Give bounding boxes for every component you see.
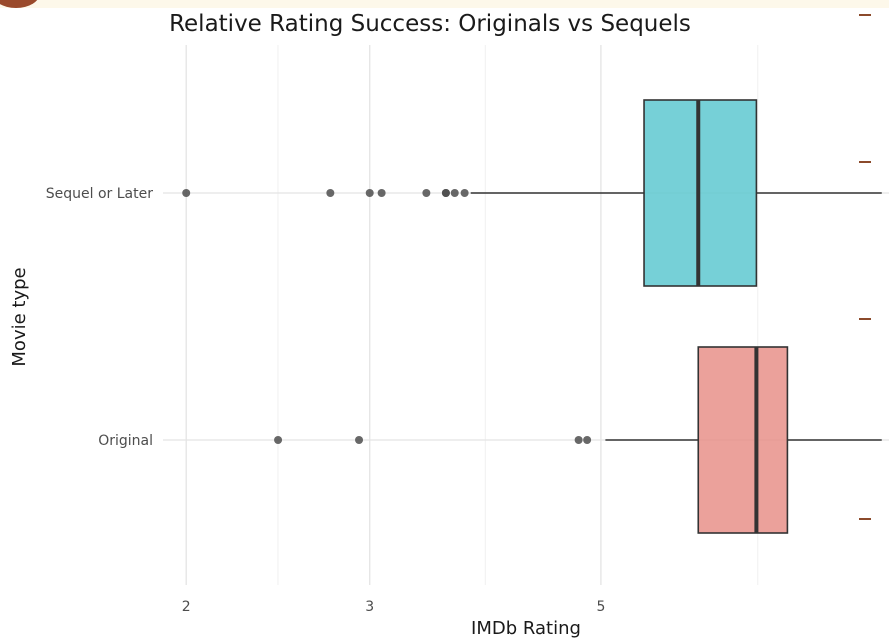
outlier-point <box>355 436 364 444</box>
outlier-point <box>441 189 450 197</box>
outlier-point <box>274 436 283 444</box>
side-dash-1 <box>859 14 871 16</box>
side-dash-2 <box>859 161 871 163</box>
outlier-point <box>182 189 191 197</box>
side-dash-3 <box>859 318 871 320</box>
x-tick-labels: 2 3 5 <box>182 599 606 615</box>
x-tick-label: 3 <box>365 599 374 615</box>
outlier-point <box>422 189 431 197</box>
outlier-point <box>326 189 335 197</box>
outlier-point <box>460 189 469 197</box>
corner-decoration <box>0 0 40 8</box>
outlier-point <box>583 436 592 444</box>
top-band <box>0 0 889 8</box>
box-layer <box>470 99 882 534</box>
y-axis-title: Movie type <box>9 267 30 366</box>
y-tick-labels: Sequel or Later Original <box>46 186 153 449</box>
box <box>697 346 789 534</box>
outlier-point <box>574 436 583 444</box>
x-axis-title: IMDb Rating <box>471 618 581 639</box>
y-tick-label: Original <box>98 433 153 449</box>
y-tick-label: Sequel or Later <box>46 186 153 202</box>
outlier-point <box>365 189 374 197</box>
outlier-point <box>450 189 459 197</box>
outlier-point <box>377 189 386 197</box>
side-dash-4 <box>859 518 871 520</box>
chart-title: Relative Rating Success: Originals vs Se… <box>169 11 691 37</box>
x-tick-label: 2 <box>182 599 191 615</box>
x-tick-label: 5 <box>596 599 605 615</box>
outlier-layer <box>182 189 592 444</box>
